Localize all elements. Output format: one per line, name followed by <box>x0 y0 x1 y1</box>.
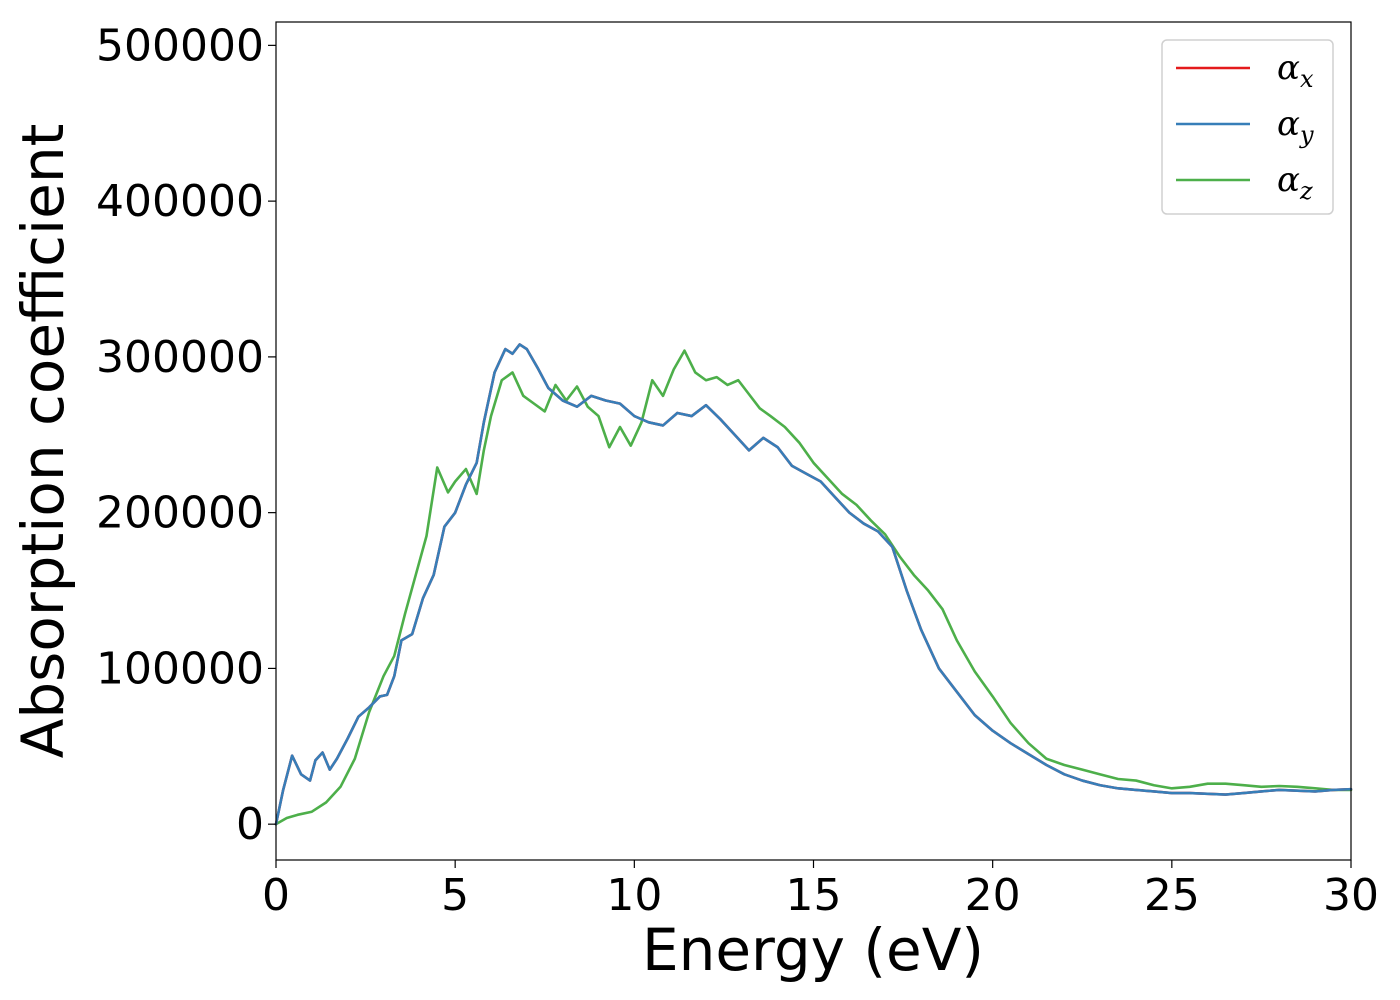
y-axis-label: Absorption coefficient <box>9 124 77 759</box>
y-tick-label: 300000 <box>96 332 264 383</box>
x-tick-label: 5 <box>441 870 469 921</box>
x-tick-label: 30 <box>1323 870 1379 921</box>
y-axis-ticks: 0 100000 200000 300000 400000 500000 <box>96 20 276 850</box>
y-tick-label: 100000 <box>96 643 264 694</box>
x-tick-label: 0 <box>262 870 290 921</box>
series-line-alpha-z <box>274 349 1353 826</box>
series-line-alpha-y <box>274 343 1353 826</box>
y-tick-label: 200000 <box>96 488 264 539</box>
legend-subscript: x <box>1300 65 1314 93</box>
x-tick-label: 15 <box>786 870 842 921</box>
series-layer <box>274 343 1353 826</box>
x-tick-label: 10 <box>606 870 662 921</box>
legend-subscript: z <box>1299 177 1313 205</box>
y-tick-label: 400000 <box>96 176 264 227</box>
x-axis-label: Energy (eV) <box>642 916 984 984</box>
y-tick-label: 0 <box>236 799 264 850</box>
x-tick-label: 25 <box>1144 870 1200 921</box>
legend-subscript: y <box>1299 121 1314 149</box>
legend-box <box>1161 39 1334 215</box>
x-axis-ticks: 0 5 10 15 20 25 30 <box>262 860 1379 921</box>
y-tick-label: 500000 <box>96 20 264 71</box>
x-tick-label: 20 <box>965 870 1021 921</box>
